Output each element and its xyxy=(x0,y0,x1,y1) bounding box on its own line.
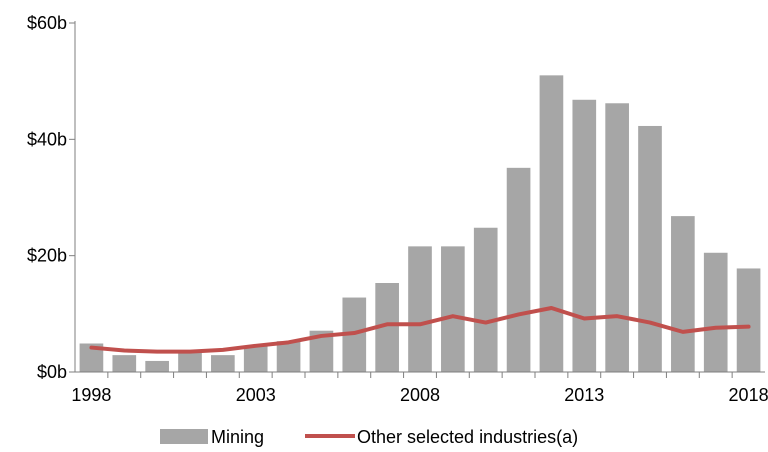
bar-mining-2014 xyxy=(605,103,629,373)
legend-label-other-industries: Other selected industries(a) xyxy=(357,427,578,447)
x-tick-label: 2018 xyxy=(729,385,768,405)
x-tick-label: 2013 xyxy=(564,385,604,405)
bar-mining-2017 xyxy=(703,252,728,372)
bar-mining-2007 xyxy=(375,283,399,372)
legend-label-mining: Mining xyxy=(211,427,264,447)
bar-mining-2016 xyxy=(671,216,695,372)
axes-layer: $0b $20b $40b $60b 1998 2003 2008 2013 2018 xyxy=(27,13,768,405)
line-other-industries xyxy=(89,306,751,354)
bar-mining-2002 xyxy=(211,355,235,372)
bar-mining-1999 xyxy=(112,355,137,372)
bar-mining-2011 xyxy=(506,167,531,372)
x-tick-label: 2008 xyxy=(400,385,440,405)
y-tick-label: $40b xyxy=(27,129,67,149)
bar-mining-2012 xyxy=(539,75,564,372)
y-tick-label: $20b xyxy=(27,246,67,266)
legend: Mining Other selected industries(a) xyxy=(160,427,578,447)
bar-mining-2008 xyxy=(408,246,432,372)
line-layer xyxy=(89,306,751,354)
x-tick-label: 1998 xyxy=(71,385,111,405)
bar-mining-2015 xyxy=(638,125,662,373)
bar-mining-2009 xyxy=(441,246,465,372)
bar-mining-1998 xyxy=(79,343,104,372)
bars-layer xyxy=(79,75,761,373)
x-tick-label: 2003 xyxy=(236,385,276,405)
bar-mining-2004 xyxy=(276,341,301,372)
y-tick-label: $0b xyxy=(37,362,67,382)
y-tick-label: $60b xyxy=(27,13,67,33)
bar-mining-2000 xyxy=(145,360,169,372)
bar-mining-2003 xyxy=(243,345,268,372)
bar-mining-2010 xyxy=(473,227,498,372)
bar-mining-2005 xyxy=(309,330,334,372)
bar-mining-2018 xyxy=(736,268,761,372)
legend-swatch-mining xyxy=(160,429,208,444)
bar-mining-2013 xyxy=(572,99,597,372)
bar-mining-2001 xyxy=(178,351,202,372)
